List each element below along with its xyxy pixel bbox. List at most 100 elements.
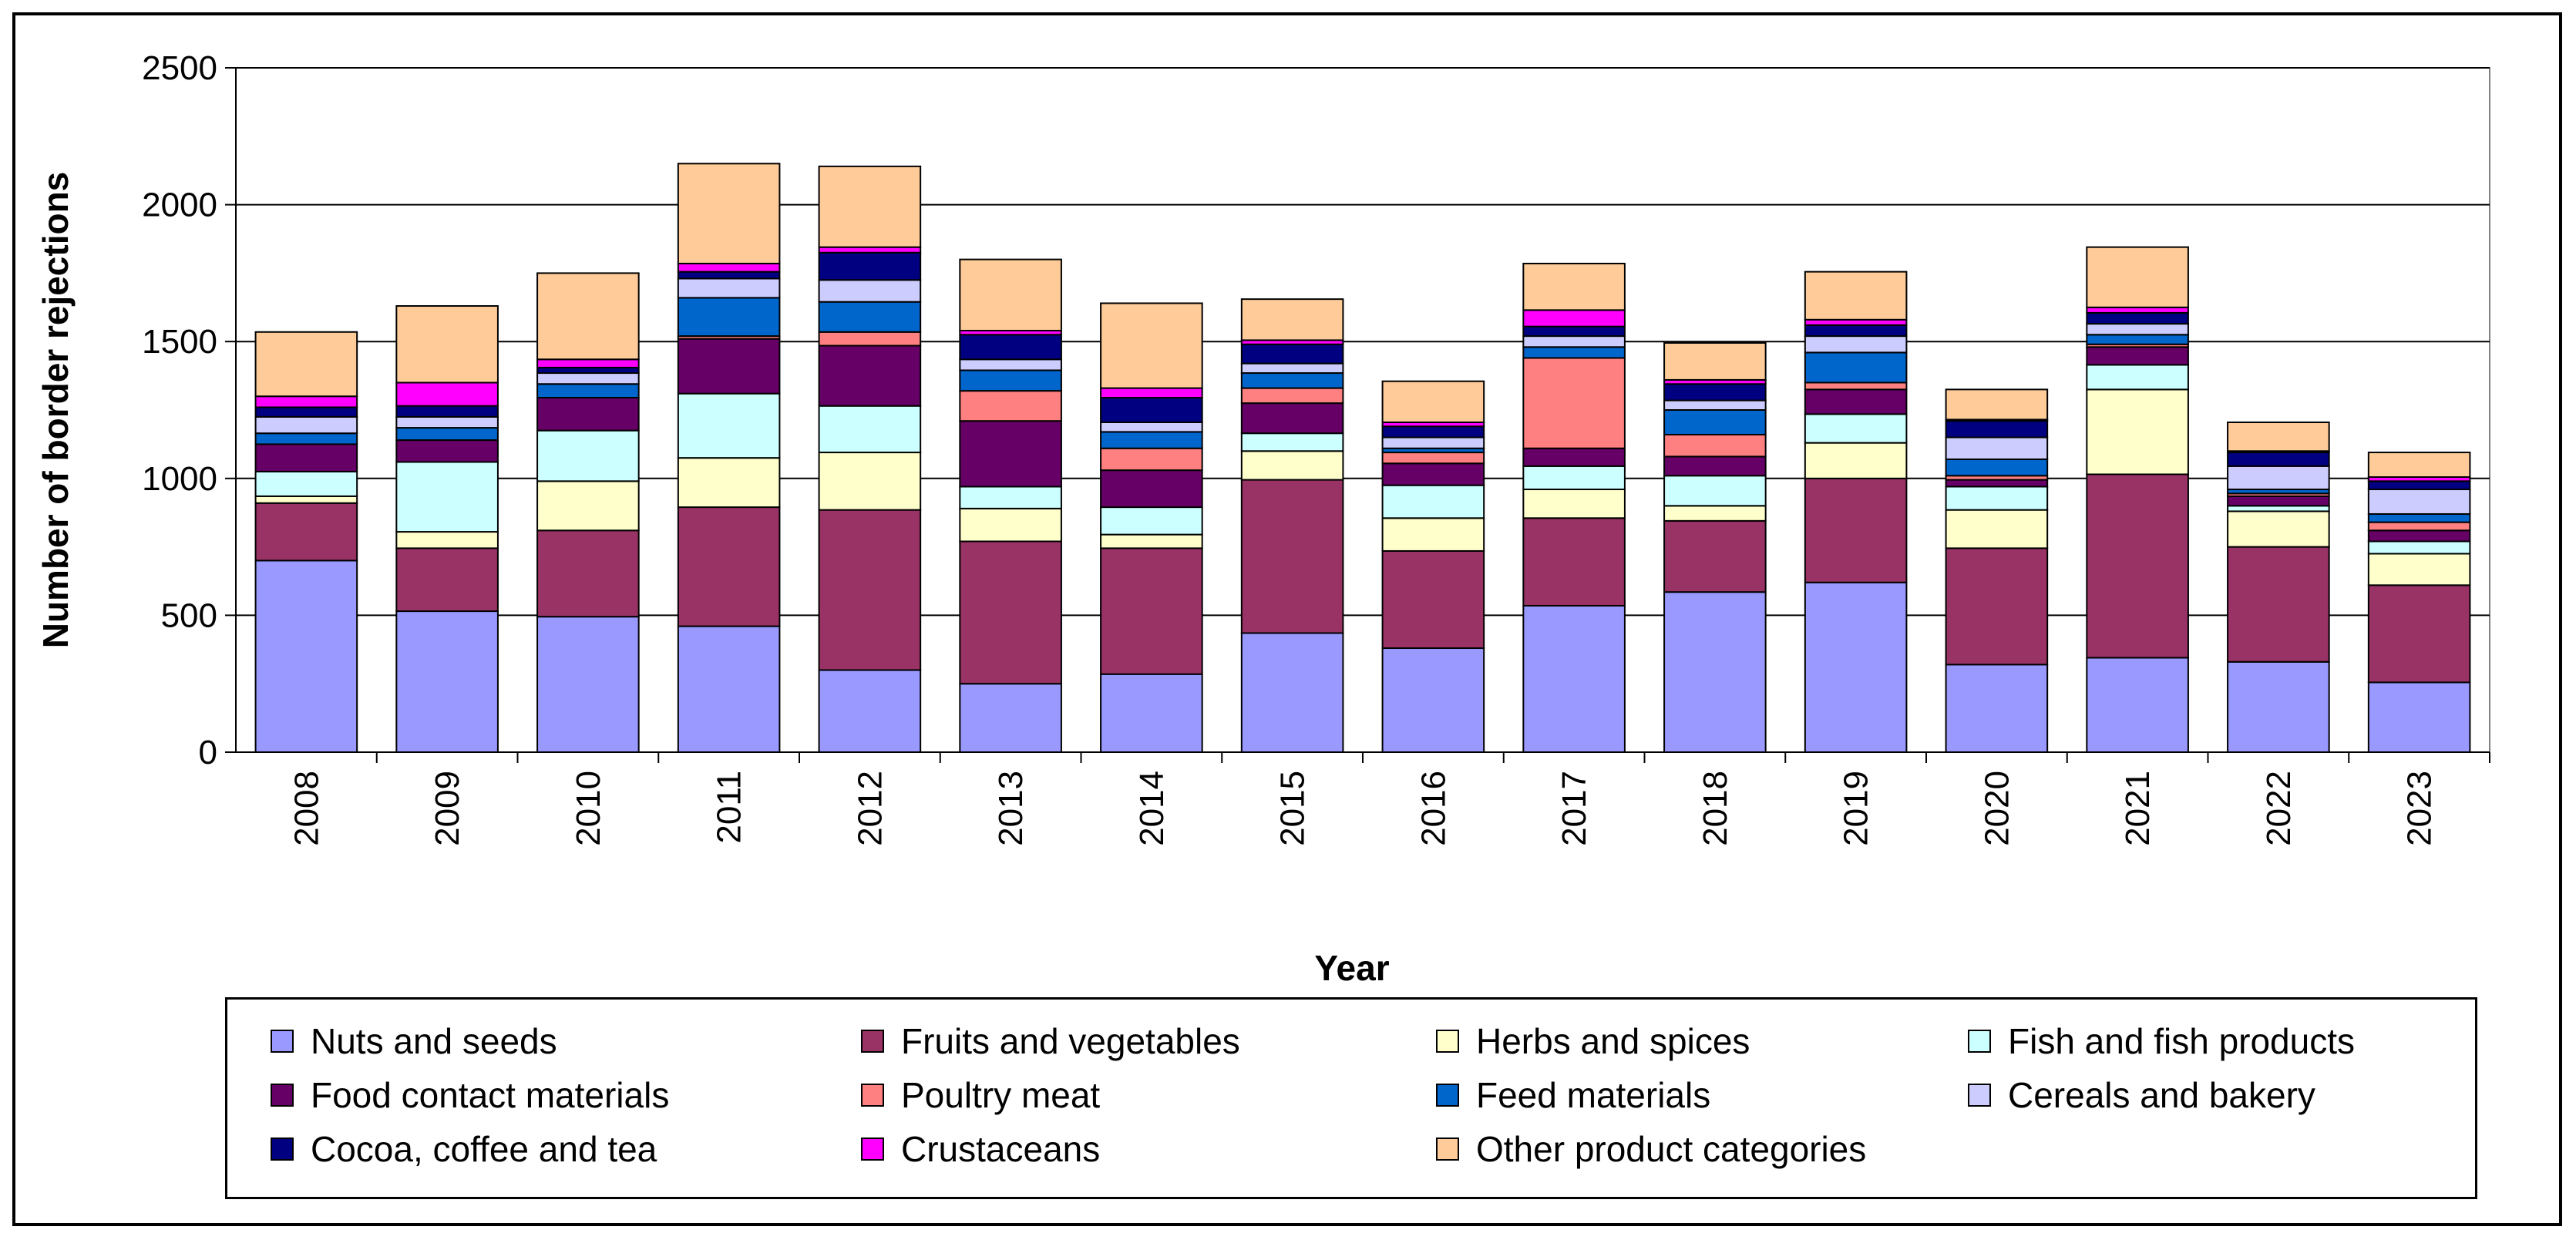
legend-label: Food contact materials: [311, 1075, 670, 1115]
legend-swatch: [271, 1030, 294, 1053]
bar-segment-2017-poultry-meat: [1522, 357, 1626, 449]
bar-segment-2020-nuts-and-seeds: [1945, 664, 2049, 753]
bar-segment-2018-poultry-meat: [1663, 433, 1767, 458]
legend-label: Fruits and vegetables: [901, 1021, 1240, 1061]
bar-segment-2012-food-contact-materials: [818, 344, 922, 407]
bar-segment-2008-feed-materials: [254, 432, 358, 445]
bar-segment-2018-feed-materials: [1663, 409, 1767, 435]
bar-segment-2010-fish-and-fish-products: [536, 429, 640, 482]
bar-segment-2013-fruits-and-vegetables: [959, 540, 1062, 685]
bar-segment-2008-fish-and-fish-products: [254, 470, 358, 497]
bar-segment-2018-nuts-and-seeds: [1663, 591, 1767, 754]
bar-segment-2017-cocoa-coffee-and-tea: [1522, 325, 1626, 338]
bar-segment-2015-fish-and-fish-products: [1240, 432, 1344, 452]
bar-segment-2022-fish-and-fish-products: [2227, 505, 2330, 512]
legend-label: Fish and fish products: [2008, 1021, 2356, 1061]
bar-segment-2008-herbs-and-spices: [254, 495, 358, 504]
bar-segment-2009-fruits-and-vegetables: [395, 547, 499, 613]
bar-segment-2020-other-product-categories: [1945, 388, 2049, 421]
x-axis-title: Year: [1314, 948, 1389, 988]
bar-segment-2014-fruits-and-vegetables: [1100, 547, 1203, 675]
bar-segment-2023-other-product-categories: [2367, 452, 2471, 479]
bar-segment-2013-herbs-and-spices: [959, 507, 1062, 543]
bar-segment-2021-crustaceans: [2086, 306, 2189, 314]
bar-segment-2013-nuts-and-seeds: [959, 683, 1062, 754]
bar-segment-2012-other-product-categories: [818, 165, 922, 248]
legend-swatch: [1968, 1084, 1991, 1107]
bar-segment-2010-feed-materials: [536, 383, 640, 399]
x-tick-label: 2023: [2401, 771, 2439, 846]
bar-segment-2021-cereals-and-bakery: [2086, 323, 2189, 336]
bar-segment-2012-fish-and-fish-products: [818, 405, 922, 454]
bar-segment-2017-fish-and-fish-products: [1522, 465, 1626, 491]
bar-segment-2011-nuts-and-seeds: [677, 625, 781, 753]
bar-segment-2008-cereals-and-bakery: [254, 415, 358, 435]
chart-legend: Nuts and seeds Fruits and vegetables Herbs…: [225, 997, 2477, 1199]
bar-segment-2019-cocoa-coffee-and-tea: [1804, 324, 1908, 338]
legend-item: Nuts and seeds: [271, 1018, 557, 1064]
legend-label: Nuts and seeds: [311, 1021, 557, 1061]
bar-segment-2008-cocoa-coffee-and-tea: [254, 406, 358, 418]
x-tick-label: 2011: [711, 771, 748, 844]
bar-segment-2021-other-product-categories: [2086, 246, 2189, 308]
x-tick-label: 2021: [2119, 771, 2157, 846]
bar-segment-2016-cereals-and-bakery: [1381, 436, 1485, 449]
legend-item: Food contact materials: [271, 1072, 669, 1118]
bar-segment-2017-nuts-and-seeds: [1522, 604, 1626, 754]
legend-item: Herbs and spices: [1436, 1018, 1750, 1064]
bar-segment-2010-other-product-categories: [536, 272, 640, 361]
bar-segment-2011-cereals-and-bakery: [677, 277, 781, 299]
bar-segment-2008-food-contact-materials: [254, 443, 358, 472]
legend-swatch: [271, 1084, 294, 1107]
x-tick-label: 2009: [429, 771, 466, 846]
bar-segment-2011-fish-and-fish-products: [677, 392, 781, 459]
x-tick-label: 2012: [851, 771, 889, 846]
bar-segment-2014-fish-and-fish-products: [1100, 506, 1203, 536]
legend-swatch: [861, 1030, 884, 1053]
legend-swatch: [861, 1138, 884, 1161]
bar-segment-2015-nuts-and-seeds: [1240, 632, 1344, 753]
bar-segment-2009-fish-and-fish-products: [395, 461, 499, 533]
x-tick-label: 2013: [992, 771, 1030, 846]
y-tick-label: 1000: [142, 460, 217, 498]
bar-segment-2022-cereals-and-bakery: [2227, 465, 2330, 491]
y-tick-label: 1500: [142, 323, 217, 361]
bar-segment-2017-crustaceans: [1522, 309, 1626, 328]
legend-label: Herbs and spices: [1476, 1021, 1750, 1061]
bar-segment-2018-herbs-and-spices: [1663, 505, 1767, 522]
legend-swatch: [271, 1138, 294, 1161]
bar-segment-2023-food-contact-materials: [2367, 529, 2471, 543]
x-tick-label: 2015: [1274, 771, 1312, 846]
bar-segment-2013-poultry-meat: [959, 390, 1062, 422]
bar-segment-2019-nuts-and-seeds: [1804, 581, 1908, 753]
bar-segment-2014-cocoa-coffee-and-tea: [1100, 397, 1203, 423]
legend-swatch: [1436, 1030, 1459, 1053]
bar-segment-2012-poultry-meat: [818, 331, 922, 347]
legend-item: Cereals and bakery: [1968, 1072, 2315, 1118]
bar-segment-2020-fruits-and-vegetables: [1945, 547, 2049, 666]
bar-segment-2022-fruits-and-vegetables: [2227, 546, 2330, 663]
bar-segment-2019-fish-and-fish-products: [1804, 413, 1908, 444]
legend-item: Other product categories: [1436, 1126, 1866, 1172]
bar-segment-2015-feed-materials: [1240, 372, 1344, 389]
bar-segment-2010-cereals-and-bakery: [536, 372, 640, 385]
bar-segment-2018-other-product-categories: [1663, 341, 1767, 381]
x-tick-label: 2018: [1697, 771, 1734, 846]
x-tick-label: 2022: [2260, 771, 2298, 846]
bar-segment-2009-cocoa-coffee-and-tea: [395, 405, 499, 418]
bar-segment-2019-cereals-and-bakery: [1804, 335, 1908, 354]
bar-segment-2016-cocoa-coffee-and-tea: [1381, 425, 1485, 439]
bar-segment-2012-crustaceans: [818, 246, 922, 254]
bar-segment-2013-food-contact-materials: [959, 420, 1062, 488]
bar-segment-2018-cereals-and-bakery: [1663, 399, 1767, 411]
legend-item: Fruits and vegetables: [861, 1018, 1240, 1064]
bar-segment-2017-cereals-and-bakery: [1522, 335, 1626, 348]
x-tick-label: 2017: [1555, 771, 1593, 846]
bar-segment-2009-other-product-categories: [395, 305, 499, 384]
x-tick-label: 2014: [1133, 771, 1171, 846]
bar-segment-2023-herbs-and-spices: [2367, 553, 2471, 586]
bar-segment-2009-feed-materials: [395, 427, 499, 442]
bar-segment-2015-poultry-meat: [1240, 387, 1344, 405]
legend-item: Poultry meat: [861, 1072, 1100, 1118]
bar-segment-2011-cocoa-coffee-and-tea: [677, 271, 781, 280]
